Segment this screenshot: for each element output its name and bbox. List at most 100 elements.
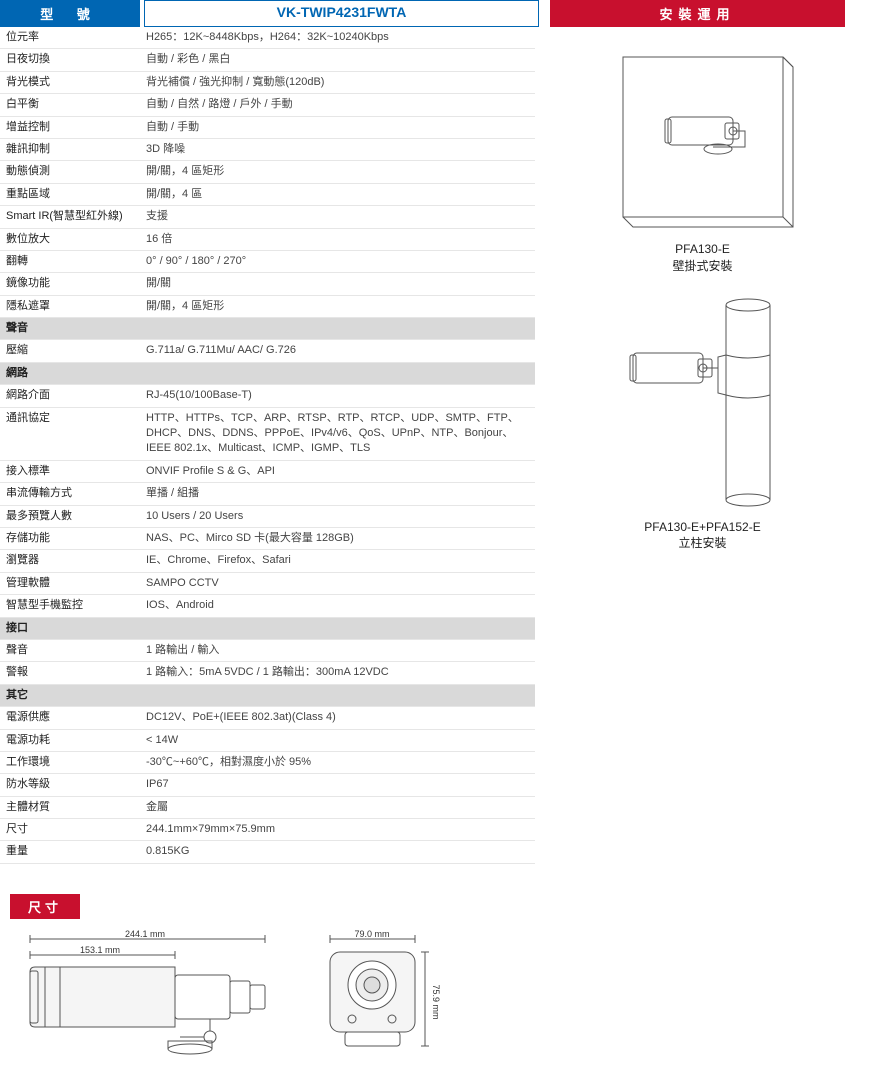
install-wall-block: PFA130-E 壁掛式安裝 — [550, 37, 855, 275]
spec-value: H265：12K~8448Kbps，H264：32K~10240Kbps — [140, 27, 535, 49]
pole-desc: 立柱安裝 — [550, 535, 855, 552]
spec-value: 自動 / 手動 — [140, 116, 535, 138]
table-row: 隱私遮罩開/關，4 區矩形 — [0, 295, 535, 317]
spec-key: 聲音 — [0, 639, 140, 661]
svg-text:79.0 mm: 79.0 mm — [354, 929, 389, 939]
spec-value: 3D 降噪 — [140, 138, 535, 160]
table-row: 警報1 路輸入：5mA 5VDC / 1 路輸出：300mA 12VDC — [0, 662, 535, 684]
spec-key: 重量 — [0, 841, 140, 863]
spec-key: 警報 — [0, 662, 140, 684]
table-row: 日夜切換自動 / 彩色 / 黑白 — [0, 49, 535, 71]
wall-model: PFA130-E — [550, 241, 855, 258]
table-row: 聲音1 路輸出 / 輸入 — [0, 639, 535, 661]
spec-value: G.711a/ G.711Mu/ AAC/ G.726 — [140, 340, 535, 362]
spec-value: DC12V、PoE+(IEEE 802.3at)(Class 4) — [140, 707, 535, 729]
spec-key: 管理軟體 — [0, 572, 140, 594]
spec-key: 工作環境 — [0, 751, 140, 773]
spec-key: 隱私遮罩 — [0, 295, 140, 317]
spec-key: 位元率 — [0, 27, 140, 49]
spec-key: 背光模式 — [0, 71, 140, 93]
table-row: 增益控制自動 / 手動 — [0, 116, 535, 138]
table-row: 翻轉0° / 90° / 180° / 270° — [0, 250, 535, 272]
pole-model: PFA130-E+PFA152-E — [550, 519, 855, 536]
spec-value: 開/關，4 區矩形 — [140, 295, 535, 317]
table-row: 重點區域開/關，4 區 — [0, 183, 535, 205]
spec-key: 防水等級 — [0, 774, 140, 796]
spec-value: IOS、Android — [140, 595, 535, 617]
table-row: 智慧型手機監控IOS、Android — [0, 595, 535, 617]
spec-value: IP67 — [140, 774, 535, 796]
table-row: 網路 — [0, 362, 535, 384]
section-header: 網路 — [0, 362, 535, 384]
table-row: 雜訊抑制3D 降噪 — [0, 138, 535, 160]
spec-value: 背光補償 / 強光抑制 / 寬動態(120dB) — [140, 71, 535, 93]
svg-text:75.9 mm: 75.9 mm — [431, 984, 441, 1019]
spec-key: Smart IR(智慧型紅外線) — [0, 206, 140, 228]
spec-value: ONVIF Profile S & G、API — [140, 460, 535, 482]
table-row: 網路介面RJ-45(10/100Base-T) — [0, 385, 535, 407]
spec-key: 電源功耗 — [0, 729, 140, 751]
spec-value: 單播 / 組播 — [140, 483, 535, 505]
spec-value: NAS、PC、Mirco SD 卡(最大容量 128GB) — [140, 527, 535, 549]
table-row: 主體材質金屬 — [0, 796, 535, 818]
spec-value: HTTP、HTTPs、TCP、ARP、RTSP、RTP、RTCP、UDP、SMT… — [140, 407, 535, 460]
spec-value: 開/關，4 區矩形 — [140, 161, 535, 183]
table-row: 尺寸244.1mm×79mm×75.9mm — [0, 819, 535, 841]
table-row: 重量0.815KG — [0, 841, 535, 863]
spec-key: 串流傳輸方式 — [0, 483, 140, 505]
table-row: 鏡像功能開/關 — [0, 273, 535, 295]
table-row: 接入標準ONVIF Profile S & G、API — [0, 460, 535, 482]
spec-key: 瀏覽器 — [0, 550, 140, 572]
spec-key: 主體材質 — [0, 796, 140, 818]
table-row: 聲音 — [0, 318, 535, 340]
spec-value: 16 倍 — [140, 228, 535, 250]
spec-value: 開/關，4 區 — [140, 183, 535, 205]
spec-value: 金屬 — [140, 796, 535, 818]
table-row: 接口 — [0, 617, 535, 639]
spec-key: 存儲功能 — [0, 527, 140, 549]
table-row: 電源功耗< 14W — [0, 729, 535, 751]
section-header: 接口 — [0, 617, 535, 639]
spec-key: 白平衡 — [0, 94, 140, 116]
spec-key: 接入標準 — [0, 460, 140, 482]
table-row: 電源供應DC12V、PoE+(IEEE 802.3at)(Class 4) — [0, 707, 535, 729]
spec-value: 0.815KG — [140, 841, 535, 863]
spec-value: 1 路輸出 / 輸入 — [140, 639, 535, 661]
table-row: 位元率H265：12K~8448Kbps，H264：32K~10240Kbps — [0, 27, 535, 49]
spec-key: 日夜切換 — [0, 49, 140, 71]
table-row: 其它 — [0, 684, 535, 706]
svg-text:153.1 mm: 153.1 mm — [80, 945, 120, 955]
spec-key: 鏡像功能 — [0, 273, 140, 295]
table-row: 防水等級IP67 — [0, 774, 535, 796]
spec-value: RJ-45(10/100Base-T) — [140, 385, 535, 407]
svg-text:244.1 mm: 244.1 mm — [125, 929, 165, 939]
spec-value: < 14W — [140, 729, 535, 751]
spec-value: 自動 / 彩色 / 黑白 — [140, 49, 535, 71]
spec-key: 重點區域 — [0, 183, 140, 205]
spec-key: 翻轉 — [0, 250, 140, 272]
spec-key: 最多預覽人數 — [0, 505, 140, 527]
spec-key: 電源供應 — [0, 707, 140, 729]
table-row: 數位放大16 倍 — [0, 228, 535, 250]
model-label: 型 號 — [0, 0, 140, 27]
table-row: 白平衡自動 / 自然 / 路燈 / 戶外 / 手動 — [0, 94, 535, 116]
spec-value: -30℃~+60℃，相對濕度小於 95% — [140, 751, 535, 773]
dimension-side-view: 244.1 mm 153.1 mm — [10, 927, 290, 1060]
spec-key: 增益控制 — [0, 116, 140, 138]
install-header: 安裝運用 — [550, 0, 845, 27]
spec-value: 0° / 90° / 180° / 270° — [140, 250, 535, 272]
model-value: VK-TWIP4231FWTA — [144, 0, 539, 27]
spec-value: 10 Users / 20 Users — [140, 505, 535, 527]
spec-value: SAMPO CCTV — [140, 572, 535, 594]
table-row: 通訊協定HTTP、HTTPs、TCP、ARP、RTSP、RTP、RTCP、UDP… — [0, 407, 535, 460]
spec-value: 自動 / 自然 / 路燈 / 戶外 / 手動 — [140, 94, 535, 116]
spec-value: 1 路輸入：5mA 5VDC / 1 路輸出：300mA 12VDC — [140, 662, 535, 684]
table-row: 串流傳輸方式單播 / 組播 — [0, 483, 535, 505]
spec-key: 智慧型手機監控 — [0, 595, 140, 617]
spec-table: 位元率H265：12K~8448Kbps，H264：32K~10240Kbps日… — [0, 27, 535, 864]
table-row: 存儲功能NAS、PC、Mirco SD 卡(最大容量 128GB) — [0, 527, 535, 549]
dimensions-label: 尺寸 — [10, 894, 80, 919]
section-header: 聲音 — [0, 318, 535, 340]
section-header: 其它 — [0, 684, 535, 706]
install-pole-block: PFA130-E+PFA152-E 立柱安裝 — [550, 285, 855, 553]
